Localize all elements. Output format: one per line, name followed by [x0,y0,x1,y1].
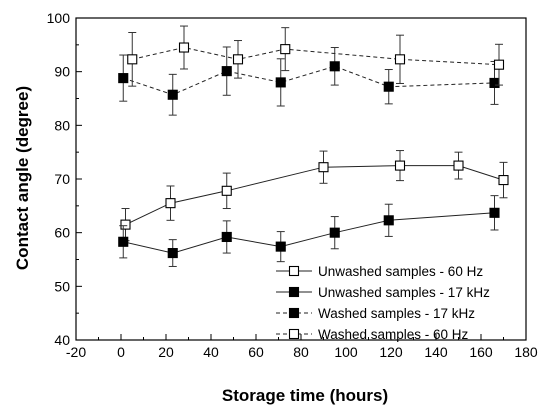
data-point [275,241,286,252]
data-point [120,219,131,230]
data-point [221,66,232,77]
series-4 [127,25,505,87]
data-point [329,61,340,72]
x-tick-label: 40 [203,344,219,360]
data-point [498,175,509,186]
legend-marker [288,286,300,298]
y-tick-label: 90 [54,64,70,80]
data-point [453,160,464,171]
data-point [178,42,190,53]
data-point [489,77,500,88]
legend-marker [288,328,300,340]
data-point [318,162,329,173]
y-axis: 40 50 60 70 80 90 100 [47,10,82,348]
data-point [493,59,505,70]
x-tick-label: 20 [158,344,174,360]
data-point [275,77,286,88]
data-point [167,89,178,100]
legend-label: Unwashed samples - 17 kHz [318,285,490,300]
series-1 [120,150,509,242]
data-point [383,215,394,226]
series-3 [118,46,500,116]
series-2 [118,195,500,267]
legend-item-3: Washed samples - 17 kHz [276,306,475,321]
data-point [394,160,406,171]
series-line [123,212,495,254]
y-tick-label: 40 [54,332,70,348]
x-tick-label: 100 [334,344,358,360]
data-point [489,207,500,218]
x-axis: -20 0 20 40 60 80 100 120 140 160 180 [66,334,538,360]
data-point [118,73,129,84]
y-tick-label: 70 [54,171,70,187]
legend: Unwashed samples - 60 Hz Unwashed samples… [276,264,490,342]
data-point [118,236,129,247]
x-tick-label: 80 [293,344,309,360]
legend-marker [288,265,300,277]
legend-label: Washed samples - 17 kHz [318,306,475,321]
series-line [123,65,495,96]
y-tick-label: 100 [47,10,71,26]
legend-marker [288,307,300,319]
legend-item-1: Unwashed samples - 60 Hz [276,264,483,279]
series-line [132,46,500,66]
y-tick-label: 50 [54,278,70,294]
y-tick-label: 60 [54,225,70,241]
data-point [221,231,232,243]
x-tick-label: 160 [469,344,493,360]
data-point [221,185,232,196]
data-point [167,248,178,259]
x-tick-label: 60 [248,344,264,360]
legend-label: Unwashed samples - 60 Hz [318,264,483,279]
y-axis-title: Contact angle (degree) [13,86,32,270]
y-tick-label: 80 [54,117,70,133]
data-point [280,44,291,55]
x-tick-label: 120 [379,344,403,360]
legend-item-4: Washed samples - 60 Hz [276,327,469,342]
data-point [165,198,176,209]
legend-item-2: Unwashed samples - 17 kHz [276,285,490,300]
x-tick-label: 180 [514,344,538,360]
series-layer [118,25,509,267]
data-point [329,227,340,238]
x-tick-label: -20 [66,344,86,360]
x-tick-label: 0 [117,344,125,360]
x-axis-title: Storage time (hours) [222,386,388,405]
data-point [127,54,138,65]
data-point [394,54,406,65]
legend-label: Washed samples - 60 Hz [318,327,469,342]
data-point [383,81,394,92]
data-point [232,54,244,65]
x-tick-label: 140 [424,344,448,360]
